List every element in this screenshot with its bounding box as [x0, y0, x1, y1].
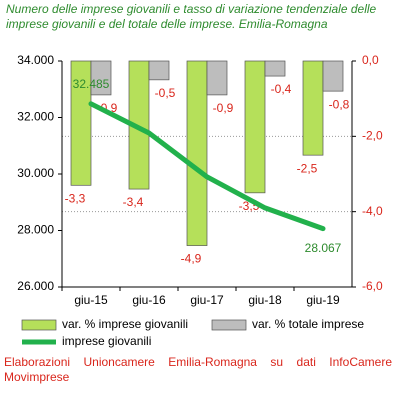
bar: [206, 60, 228, 96]
x-tick-label: giu-16: [132, 293, 166, 307]
bar: [244, 60, 266, 194]
value-label: -0,4: [271, 82, 292, 96]
bar: [322, 60, 344, 92]
bar: [70, 60, 92, 186]
y2-tick-label: -4,0: [362, 204, 383, 218]
y-tick-label: 32.000: [17, 110, 54, 124]
legend-label: var. % totale imprese: [252, 317, 364, 331]
bar: [148, 60, 170, 81]
chart-title: Numero delle imprese giovanili e tasso d…: [6, 2, 377, 31]
bar: [264, 60, 286, 77]
value-label: 32.485: [73, 77, 110, 91]
y-tick-label: 28.000: [17, 223, 54, 237]
value-label: -0,8: [329, 97, 350, 111]
x-tick-label: giu-18: [248, 293, 282, 307]
bar: [302, 60, 324, 156]
legend-label: var. % imprese giovanili: [62, 317, 188, 331]
value-label: -0,5: [155, 86, 176, 100]
legend-swatch: [211, 319, 247, 331]
bar: [90, 60, 112, 96]
line: [88, 101, 326, 232]
value-label: -0,9: [213, 101, 234, 115]
legend-swatch: [21, 319, 57, 331]
value-label: -4,9: [181, 252, 202, 266]
value-label: -3,3: [65, 191, 86, 205]
y2-tick-label: -6,0: [362, 279, 383, 293]
y2-tick-label: 0,0: [362, 53, 379, 67]
legend-label: imprese giovanili: [62, 334, 151, 348]
value-label: -3,4: [123, 195, 144, 209]
y2-tick-label: -2,0: [362, 129, 383, 143]
value-label: -2,5: [297, 161, 318, 175]
footer: Elaborazioni Unioncamere Emilia-Romagna …: [4, 355, 392, 384]
x-tick-label: giu-19: [306, 293, 340, 307]
x-tick-label: giu-17: [190, 293, 224, 307]
value-label: 28.067: [305, 241, 342, 255]
y-tick-label: 30.000: [17, 166, 54, 180]
bar: [186, 60, 208, 246]
y-tick-label: 26.000: [17, 279, 54, 293]
y-tick-label: 34.000: [17, 53, 54, 67]
x-tick-label: giu-15: [74, 293, 108, 307]
